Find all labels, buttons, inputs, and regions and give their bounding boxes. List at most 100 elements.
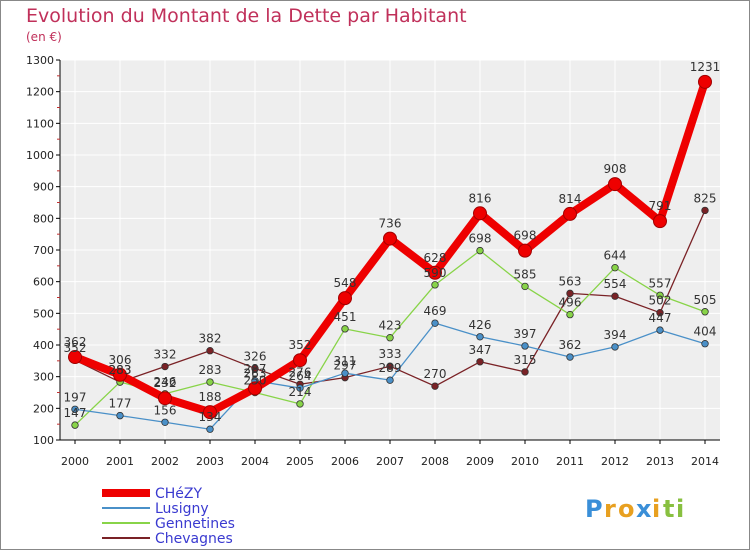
data-label: 736 [379,217,402,231]
data-label: 451 [334,310,357,324]
data-label: 908 [604,162,627,176]
y-tick-label: 1300 [26,54,54,67]
data-label: 177 [109,397,132,411]
data-point [476,358,484,366]
data-label: 394 [604,328,627,342]
y-tick-label: 900 [33,181,54,194]
data-point [383,231,397,246]
data-point [476,246,484,255]
data-point [71,405,79,413]
chart-title: Evolution du Montant de la Dette par Hab… [26,5,467,27]
data-label: 197 [64,390,87,404]
data-point [566,310,574,319]
legend-label: Lusigny [155,501,209,517]
data-label: 548 [334,276,357,290]
data-label: 557 [649,276,672,290]
data-point [611,292,619,300]
data-label: 590 [424,266,447,280]
data-label: 352 [289,338,312,352]
x-tick-label: 2008 [421,455,449,468]
data-label: 263 [244,366,267,380]
brand-letter: r [604,495,616,523]
grid [60,59,720,441]
series-1 [71,319,709,433]
data-label: 283 [109,363,132,377]
data-label: 283 [109,363,132,377]
data-label: 496 [559,296,582,310]
data-label: 698 [514,229,537,243]
data-label: 232 [154,376,177,390]
data-point [203,405,217,420]
data-label: 246 [154,375,177,389]
data-label: 287 [244,362,267,376]
data-point [701,206,709,215]
data-label: 397 [514,327,537,341]
data-label: 147 [64,406,87,420]
data-point [338,291,352,306]
data-point [296,384,304,392]
data-point [701,308,709,316]
data-label: 628 [424,251,447,265]
axes: 100 200 300 400 500 600 700 800 900 1000 1100 1200 1… [26,54,720,468]
data-label: 502 [649,294,672,308]
data-point [431,281,439,289]
data-point [656,291,664,299]
data-label: 505 [694,293,717,307]
x-tick-label: 2009 [466,455,494,468]
data-point [521,368,529,376]
data-point [158,391,172,406]
series-group [68,74,712,433]
data-label: 306 [109,353,132,367]
data-label: 362 [64,335,87,349]
data-label: 289 [379,361,402,375]
data-label: 276 [289,365,312,379]
data-point [296,400,304,408]
y-tick-label: 800 [33,212,54,225]
data-point [293,353,307,368]
data-point [206,425,214,433]
x-tick-label: 2014 [691,455,719,468]
data-point [206,378,214,386]
brand-letter: x [636,495,652,523]
data-label: 347 [469,343,492,357]
data-label: 297 [334,359,357,373]
data-label: 554 [604,277,627,291]
data-point [473,206,487,221]
data-label: 352 [64,341,87,355]
data-label: 264 [289,369,312,383]
y-tick-label: 200 [33,402,54,415]
data-point [161,362,169,371]
legend-label: Chevagnes [155,531,233,547]
data-label: 270 [424,367,447,381]
data-label: 134 [199,410,222,424]
x-tick-label: 2000 [61,455,89,468]
x-tick-label: 2010 [511,455,539,468]
data-label: 332 [154,348,177,362]
data-point [386,362,394,370]
data-label: 698 [469,232,492,246]
data-point [206,347,214,355]
data-label: 644 [604,249,627,263]
data-point [341,369,349,377]
data-point [653,214,667,229]
data-label: 315 [514,353,537,367]
data-point [701,340,709,348]
data-label: 283 [199,363,222,377]
data-label: 447 [649,311,672,325]
x-tick-label: 2013 [646,455,674,468]
data-label: 333 [379,347,402,361]
x-tick-label: 2006 [331,455,359,468]
data-label: 469 [424,304,447,318]
data-point [563,206,577,221]
x-tick-label: 2004 [241,455,269,468]
y-tick-label: 600 [33,276,54,289]
data-point [611,264,619,272]
brand-letter: P [585,495,603,523]
data-label: 404 [694,325,717,339]
data-label: 214 [289,385,312,399]
data-label: 311 [334,354,357,368]
data-point [431,319,439,327]
